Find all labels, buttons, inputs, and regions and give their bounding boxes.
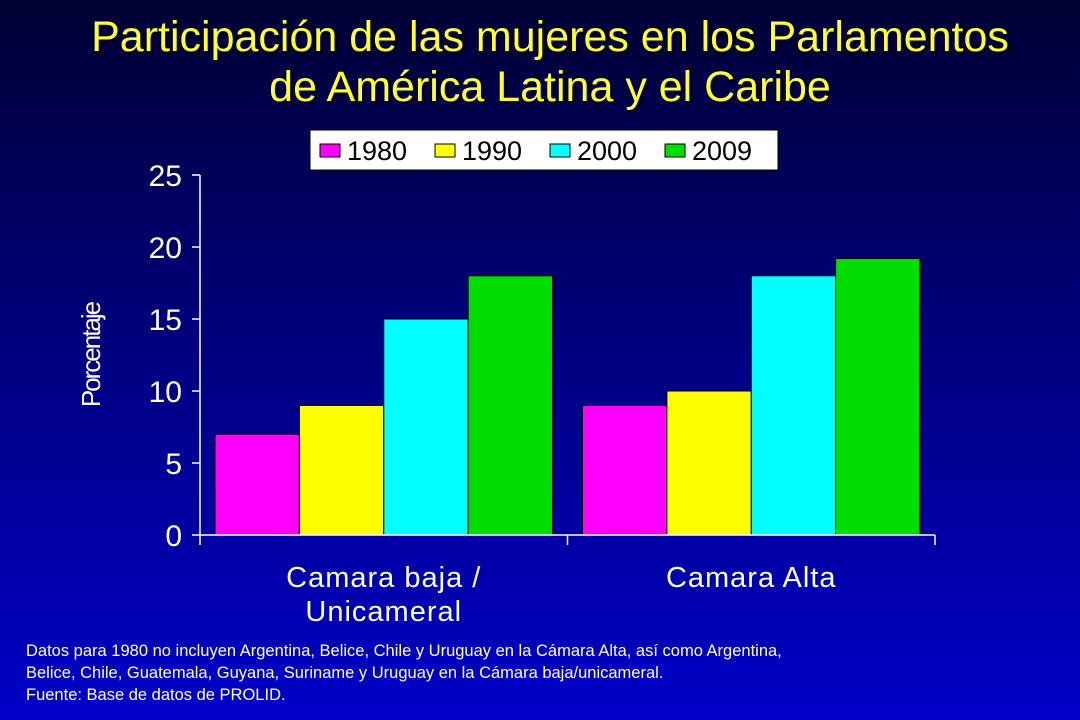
bar-2000-1 xyxy=(750,275,837,536)
legend-box xyxy=(309,129,779,171)
y-axis-label: Porcentaje xyxy=(76,301,106,407)
bar-1980-1 xyxy=(582,404,668,536)
legend: 1980 1990 2000 2009 xyxy=(309,129,779,171)
legend-label-1990: 1990 xyxy=(462,136,522,166)
x-category-label: Camara baja / xyxy=(286,562,481,594)
y-tick-label: 5 xyxy=(165,448,182,481)
bars xyxy=(214,258,921,536)
footnote: Datos para 1980 no incluyen Argentina, B… xyxy=(26,640,1066,706)
footnote-line-1: Datos para 1980 no incluyen Argentina, B… xyxy=(26,642,782,660)
bar-2009-0 xyxy=(467,275,553,536)
y-tick-label: 0 xyxy=(165,520,182,553)
footnote-line-2: Belice, Chile, Guatemala, Guyana, Surina… xyxy=(26,664,664,682)
y-tick-label: 10 xyxy=(149,376,182,409)
y-tick-label: 15 xyxy=(149,304,182,337)
x-category-label: Camara Alta xyxy=(666,562,837,594)
y-tick-label: 20 xyxy=(149,232,182,265)
bar-1980-0 xyxy=(214,433,300,536)
x-category-label: Unicameral xyxy=(305,596,462,628)
y-tick-label: 25 xyxy=(149,160,182,193)
bar-2000-0 xyxy=(383,318,469,536)
legend-label-1980: 1980 xyxy=(347,136,407,166)
legend-swatch-2009 xyxy=(664,143,686,158)
bar-1990-0 xyxy=(298,404,385,536)
source-note: Fuente: Base de datos de PROLID. xyxy=(26,686,286,704)
legend-swatch-2000 xyxy=(549,143,571,158)
bar-1990-1 xyxy=(666,390,752,536)
x-axis: Camara baja /Unicameral Camara Alta xyxy=(199,534,936,628)
y-axis: 0 5 10 15 20 25 xyxy=(149,160,201,553)
legend-label-2000: 2000 xyxy=(577,136,637,166)
legend-label-2009: 2009 xyxy=(692,136,752,166)
chart-title-line-1: Participación de las mujeres en los Parl… xyxy=(91,13,1009,61)
bar-2009-1 xyxy=(835,258,921,536)
chart-title: Participación de las mujeres en los Parl… xyxy=(0,12,1080,112)
legend-swatch-1990 xyxy=(434,143,456,158)
legend-swatch-1980 xyxy=(319,143,341,158)
chart-title-line-2: de América Latina y el Caribe xyxy=(269,63,831,111)
